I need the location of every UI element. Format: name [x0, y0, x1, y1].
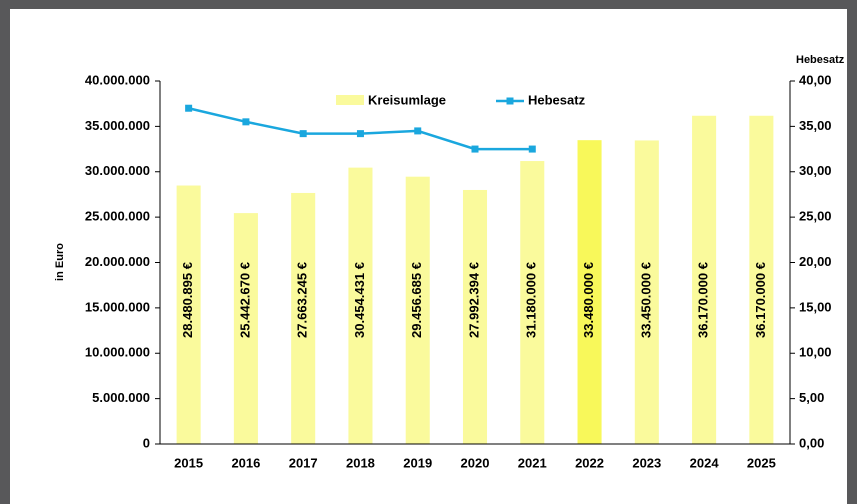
y2-axis-label: Hebesatz [796, 54, 845, 66]
legend-marker [506, 97, 514, 105]
value-label: 36.170.000 € [696, 262, 711, 338]
bar [577, 140, 602, 444]
value-label: 30.454.431 € [352, 262, 367, 338]
x-tick-label: 2025 [747, 455, 776, 470]
y2-tick-label: 40,00 [799, 72, 832, 87]
value-label: 31.180.000 € [524, 262, 539, 338]
x-tick-label: 2022 [575, 455, 604, 470]
line-marker [299, 130, 307, 138]
bar [462, 189, 488, 444]
line-marker [471, 145, 479, 153]
y-tick-label: 0 [143, 435, 150, 450]
x-tick-label: 2015 [174, 455, 203, 470]
value-label: 36.170.000 € [753, 262, 768, 338]
x-tick-label: 2021 [518, 455, 547, 470]
value-label: 29.456.685 € [409, 262, 424, 338]
y2-tick-label: 20,00 [799, 254, 832, 269]
line-marker [528, 145, 536, 153]
bar [634, 140, 659, 444]
x-tick-label: 2018 [346, 455, 375, 470]
x-tick-label: 2016 [231, 455, 260, 470]
value-label: 27.663.245 € [295, 262, 310, 338]
bar [520, 161, 545, 444]
legend-label: Kreisumlage [368, 92, 446, 107]
x-tick-label: 2023 [632, 455, 661, 470]
y-axis-label: in Euro [54, 243, 66, 281]
y-tick-label: 40.000.000 [85, 72, 150, 87]
y-tick-label: 20.000.000 [85, 254, 150, 269]
y-tick-label: 35.000.000 [85, 118, 150, 133]
y-tick-label: 25.000.000 [85, 209, 150, 224]
y-tick-label: 15.000.000 [85, 299, 150, 314]
value-label: 28.480.895 € [180, 262, 195, 338]
bar [692, 115, 717, 444]
y2-tick-label: 10,00 [799, 345, 832, 360]
x-tick-label: 2019 [403, 455, 432, 470]
bar [291, 192, 316, 444]
line-marker [185, 104, 193, 112]
y2-tick-label: 15,00 [799, 299, 832, 314]
y2-tick-label: 5,00 [799, 390, 824, 405]
y2-tick-label: 25,00 [799, 209, 832, 224]
y2-tick-label: 35,00 [799, 118, 832, 133]
value-label: 33.480.000 € [581, 262, 596, 338]
value-label: 27.992.394 € [466, 262, 481, 338]
bar [348, 167, 373, 444]
value-label: 25.442.670 € [237, 262, 252, 338]
y2-tick-label: 30,00 [799, 163, 832, 178]
line-marker [242, 118, 250, 126]
x-tick-label: 2024 [690, 455, 720, 470]
bar [176, 185, 201, 444]
x-tick-label: 2020 [461, 455, 490, 470]
legend-swatch [336, 95, 364, 105]
bar [749, 115, 774, 444]
y-tick-label: 30.000.000 [85, 163, 150, 178]
x-tick-label: 2017 [289, 455, 318, 470]
legend-label: Hebesatz [528, 92, 586, 107]
line-marker [414, 127, 422, 135]
bar [233, 213, 258, 444]
line-marker [356, 130, 364, 138]
y-tick-label: 10.000.000 [85, 345, 150, 360]
y2-tick-label: 0,00 [799, 435, 824, 450]
y-tick-label: 5.000.000 [92, 390, 150, 405]
value-label: 33.450.000 € [638, 262, 653, 338]
bar [405, 176, 430, 444]
